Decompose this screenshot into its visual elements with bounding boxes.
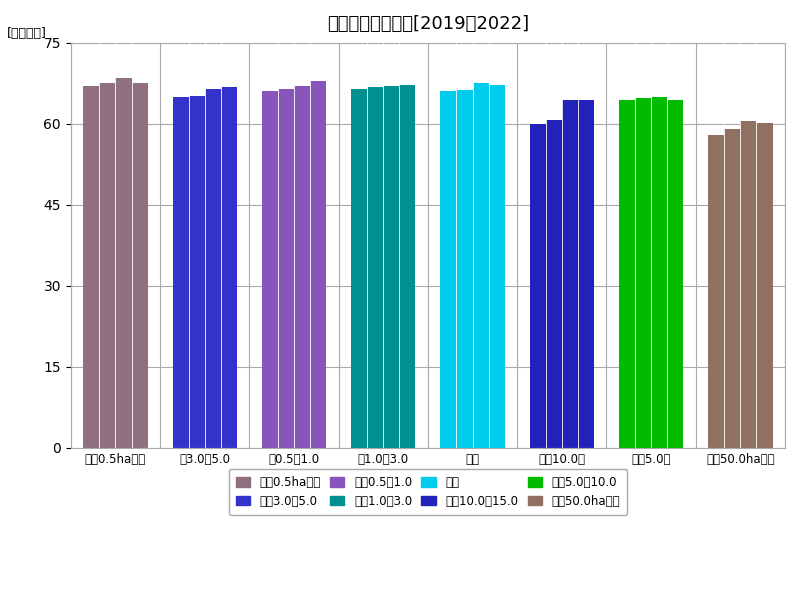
Bar	[619, 100, 635, 448]
Bar	[578, 100, 594, 448]
Bar	[131, 83, 147, 448]
Bar	[383, 86, 399, 448]
Bar	[489, 85, 505, 448]
Bar	[310, 80, 326, 448]
Bar	[221, 87, 237, 448]
Legend: 水田0.5ha未満, 水田3.0～5.0, 水田0.5～1.0, 水田1.0～3.0, 平均, 水田10.0～15.0, 水田5.0～10.0, 水田50.0h: 水田0.5ha未満, 水田3.0～5.0, 水田0.5～1.0, 水田1.0～3…	[229, 469, 627, 515]
Bar	[99, 83, 115, 448]
Bar	[757, 123, 773, 448]
Bar	[457, 90, 473, 448]
Text: [単位：歳]: [単位：歳]	[6, 26, 46, 40]
Bar	[294, 86, 310, 448]
Bar	[546, 119, 562, 448]
Bar	[189, 96, 205, 448]
Bar	[708, 134, 724, 448]
Bar	[278, 89, 294, 448]
Bar	[530, 124, 546, 448]
Bar	[724, 129, 740, 448]
Bar	[83, 86, 99, 448]
Bar	[262, 91, 278, 448]
Bar	[367, 87, 383, 448]
Title: 経営主の平均年齢[2019～2022]: 経営主の平均年齢[2019～2022]	[327, 15, 529, 33]
Bar	[667, 100, 683, 448]
Bar	[635, 98, 651, 448]
Bar	[440, 91, 457, 448]
Bar	[205, 89, 221, 448]
Bar	[740, 121, 757, 448]
Bar	[173, 97, 189, 448]
Bar	[651, 97, 667, 448]
Bar	[562, 100, 578, 448]
Bar	[473, 83, 489, 448]
Bar	[351, 89, 367, 448]
Bar	[399, 85, 415, 448]
Bar	[115, 78, 131, 448]
